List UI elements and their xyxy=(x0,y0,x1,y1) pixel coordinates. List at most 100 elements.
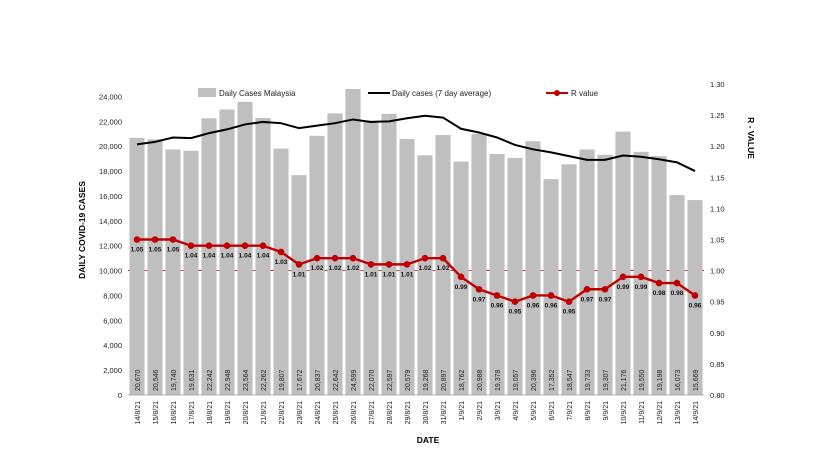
bar-value-label: 19,198 xyxy=(657,369,664,391)
bar xyxy=(381,113,397,396)
y2-tick-label: 1.10 xyxy=(710,204,725,213)
r-value-marker xyxy=(403,261,411,268)
r-value-marker xyxy=(493,292,501,299)
y2-tick-label: 0.95 xyxy=(710,298,725,307)
x-tick-label: 12/9/21 xyxy=(657,401,664,424)
bar-value-label: 20,897 xyxy=(441,369,448,391)
r-value-marker xyxy=(565,298,573,305)
bar xyxy=(291,175,307,395)
series-line-7-day-average xyxy=(136,114,696,172)
r-value-label: 1.05 xyxy=(167,247,180,254)
bar xyxy=(273,148,289,395)
bar-value-label: 17,352 xyxy=(549,369,556,391)
x-axis-title: DATE xyxy=(417,435,440,445)
bar xyxy=(255,118,271,395)
r-value-label: 1.04 xyxy=(185,253,198,260)
r-value-label: 0.97 xyxy=(473,296,486,303)
bar-value-label: 15,669 xyxy=(693,369,700,391)
r-value-label: 0.95 xyxy=(563,309,576,316)
bar xyxy=(147,139,163,395)
bar-value-label: 19,307 xyxy=(603,369,610,391)
x-tick-label: 28/8/21 xyxy=(387,401,394,424)
r-value-marker xyxy=(529,292,537,299)
bar-value-label: 18,547 xyxy=(567,369,574,391)
x-tick-label: 5/9/21 xyxy=(531,401,538,421)
bar xyxy=(165,149,181,395)
r-value-label: 1.04 xyxy=(239,253,252,260)
bar xyxy=(201,118,217,396)
y2-axis-title: R - VALUE xyxy=(746,117,756,159)
x-tick-label: 24/8/21 xyxy=(315,401,322,424)
bar xyxy=(525,141,541,395)
r-value-label: 1.05 xyxy=(131,247,144,254)
r-value-label: 0.99 xyxy=(617,284,630,291)
r-value-label: 1.02 xyxy=(437,265,450,272)
r-value-label: 1.04 xyxy=(203,253,216,260)
r-value-label: 0.96 xyxy=(689,302,702,309)
r-value-marker xyxy=(439,254,447,262)
r-value-label: 0.99 xyxy=(635,284,648,291)
y-tick-label: 8,000 xyxy=(103,291,122,300)
bar-value-label: 17,672 xyxy=(297,369,304,391)
bar xyxy=(489,153,505,395)
r-value-marker xyxy=(205,242,213,250)
chart-area: 20,670 20,546 19,740 19,631 22,242 22,948 23,5… xyxy=(68,68,760,455)
bar-value-label: 19,740 xyxy=(171,369,178,391)
x-tick-label: 7/9/21 xyxy=(567,401,574,421)
r-value-label: 0.97 xyxy=(599,296,612,303)
x-tick-label: 4/9/21 xyxy=(513,401,520,421)
bar xyxy=(327,113,343,395)
y2-tick-label: 0.80 xyxy=(710,391,725,400)
bar xyxy=(579,149,595,395)
bar-value-label: 19,378 xyxy=(495,369,502,391)
x-tick-label: 15/8/21 xyxy=(153,401,160,424)
x-tick-label: 27/8/21 xyxy=(369,401,376,424)
r-value-label: 1.01 xyxy=(401,271,414,278)
r-value-marker xyxy=(367,261,375,268)
r-value-marker xyxy=(133,236,141,243)
r-value-marker xyxy=(457,273,465,281)
bar-value-label: 23,564 xyxy=(243,369,250,391)
r-value-marker xyxy=(259,242,267,250)
bar-value-label: 19,057 xyxy=(513,369,520,391)
x-tick-label: 25/8/21 xyxy=(333,401,340,424)
bar xyxy=(183,150,199,395)
bar-value-label: 22,242 xyxy=(207,369,214,391)
r-value-label: 0.99 xyxy=(455,284,468,291)
x-tick-label: 9/9/21 xyxy=(603,401,610,421)
x-tick-label: 30/8/21 xyxy=(423,401,430,424)
y2-tick-label: 0.90 xyxy=(710,329,725,338)
y2-tick-label: 1.30 xyxy=(710,80,725,89)
bar xyxy=(435,135,451,395)
r-value-label: 1.02 xyxy=(329,265,342,272)
r-value-label: 0.98 xyxy=(671,290,684,297)
r-value-marker xyxy=(421,254,429,262)
x-tick-label: 16/8/21 xyxy=(171,401,178,424)
r-value-label: 0.95 xyxy=(509,309,522,316)
r-value-label: 0.96 xyxy=(545,302,558,309)
x-tick-label: 19/8/21 xyxy=(225,401,232,424)
x-tick-label: 2/9/21 xyxy=(477,401,484,421)
bar xyxy=(615,131,631,395)
y-tick-label: 14,000 xyxy=(99,217,122,226)
y2-tick-label: 1.05 xyxy=(710,236,725,245)
bar xyxy=(597,154,613,395)
y-tick-label: 0 xyxy=(118,391,122,400)
y-tick-label: 6,000 xyxy=(103,316,122,325)
legend-label-daily-cases: Daily Cases Malaysia xyxy=(219,89,296,98)
y-tick-label: 12,000 xyxy=(99,242,122,251)
bar-value-label: 19,807 xyxy=(279,369,286,391)
r-value-marker xyxy=(223,242,231,250)
r-value-marker xyxy=(187,242,195,250)
r-value-label: 1.03 xyxy=(275,259,288,266)
bar-value-label: 19,631 xyxy=(189,369,196,391)
y-tick-label: 22,000 xyxy=(99,117,122,126)
y-tick-label: 18,000 xyxy=(99,167,122,176)
r-value-label: 1.05 xyxy=(149,247,162,254)
bar xyxy=(363,120,379,395)
r-value-marker xyxy=(295,261,303,268)
bar-value-label: 20,670 xyxy=(135,369,142,391)
r-value-marker xyxy=(619,273,627,281)
r-value-label: 1.02 xyxy=(311,265,324,272)
x-tick-label: 13/9/21 xyxy=(675,401,682,424)
